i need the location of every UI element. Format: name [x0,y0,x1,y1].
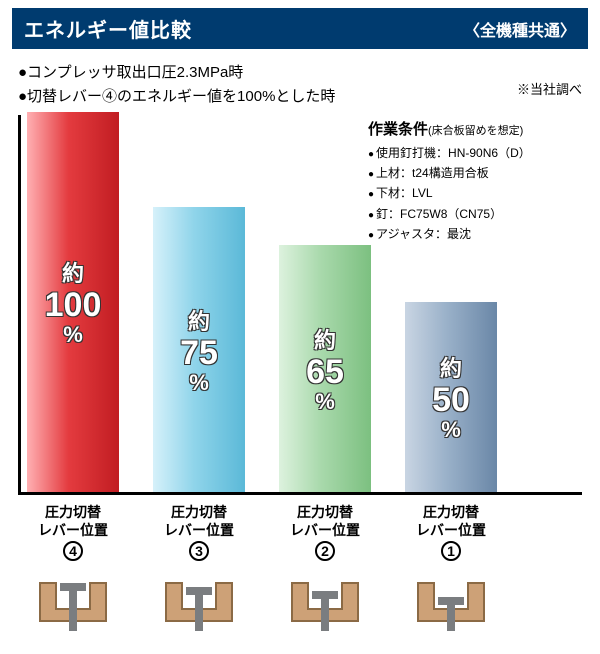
title-bar: エネルギー値比較 〈全機種共通〉 [12,8,588,49]
lever-number: 3 [189,541,209,561]
conditions-item: 上材：t24構造用合板 [368,163,582,183]
bar-percent-label: % [189,370,209,396]
notes-row: ●コンプレッサ取出口圧2.3MPa時 ●切替レバー④のエネルギー値を100%とし… [12,57,588,111]
x-axis-label: 圧力切替レバー位置4 [27,503,119,561]
conditions-item: 下材：LVL [368,183,582,203]
chart-subtitle: 〈全機種共通〉 [464,17,576,41]
conditions-item: 使用釘打機：HN-90N6（D） [368,143,582,163]
bar-approx-label: 約 [440,351,462,383]
bar-approx-label: 約 [188,304,210,336]
x-axis-label: 圧力切替レバー位置2 [279,503,371,561]
lever-number: 4 [63,541,83,561]
chart-container: エネルギー値比較 〈全機種共通〉 ●コンプレッサ取出口圧2.3MPa時 ●切替レ… [0,0,600,651]
bar: 約65% [279,245,371,492]
x-axis-label: 圧力切替レバー位置1 [405,503,497,561]
note-line-1: ●コンプレッサ取出口圧2.3MPa時 [18,61,335,85]
bar-value: 100 [45,288,102,322]
x-axis-labels: 圧力切替レバー位置4 圧力切替レバー位置3 圧力切替レバー位置2 圧力切替レバー位置1 [18,503,582,561]
nail-depth-icon [405,571,497,631]
nail-depth-icon [153,571,245,631]
conditions-item: アジャスタ：最沈 [368,224,582,244]
conditions-title-sub: (床合板留めを想定) [428,125,523,137]
bar-value: 75 [180,336,218,370]
bar-approx-label: 約 [314,323,336,355]
note-source: ※当社調べ [517,61,582,98]
conditions-item: 釘：FC75W8（CN75） [368,204,582,224]
bar: 約50% [405,302,497,492]
chart-wrap: 約100%約75%約65%約50% 作業条件(床合板留めを想定) 使用釘打機：H… [18,115,582,631]
conditions-box: 作業条件(床合板留めを想定) 使用釘打機：HN-90N6（D）上材：t24構造用… [368,111,582,244]
bar-percent-label: % [63,322,83,348]
chart-title: エネルギー値比較 [24,14,192,43]
bar: 約100% [27,112,119,492]
bar-percent-label: % [441,417,461,443]
bar-value: 50 [432,383,470,417]
conditions-title-text: 作業条件 [368,121,428,138]
bar-value: 65 [306,355,344,389]
nail-icons-row [18,571,582,631]
x-axis-label: 圧力切替レバー位置3 [153,503,245,561]
notes-left: ●コンプレッサ取出口圧2.3MPa時 ●切替レバー④のエネルギー値を100%とし… [18,61,335,109]
lever-number: 1 [441,541,461,561]
conditions-title: 作業条件(床合板留めを想定) [368,117,582,143]
nail-depth-icon [279,571,371,631]
note-line-2: ●切替レバー④のエネルギー値を100%とした時 [18,85,335,109]
bar-percent-label: % [315,389,335,415]
bar: 約75% [153,207,245,492]
nail-depth-icon [27,571,119,631]
conditions-list: 使用釘打機：HN-90N6（D）上材：t24構造用合板下材：LVL釘：FC75W… [368,143,582,245]
lever-number: 2 [315,541,335,561]
bar-approx-label: 約 [62,256,84,288]
